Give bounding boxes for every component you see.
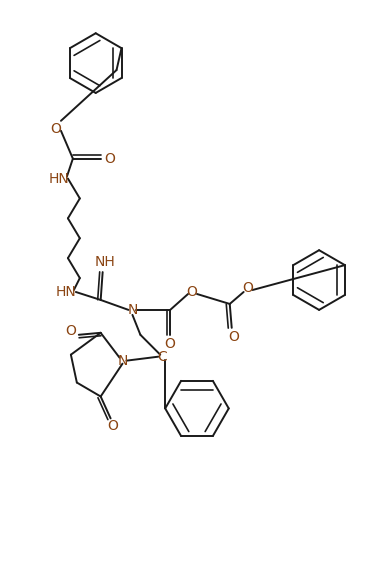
Text: C: C [158, 350, 167, 364]
Text: O: O [242, 281, 253, 295]
Text: HN: HN [56, 285, 76, 299]
Text: O: O [107, 419, 118, 433]
Text: O: O [65, 324, 76, 338]
Text: NH: NH [94, 255, 115, 269]
Text: N: N [127, 303, 138, 317]
Text: O: O [187, 285, 197, 299]
Text: O: O [51, 122, 62, 136]
Text: O: O [165, 337, 176, 351]
Text: HN: HN [49, 172, 69, 186]
Text: O: O [104, 151, 115, 166]
Text: O: O [228, 330, 239, 344]
Text: N: N [117, 354, 128, 368]
